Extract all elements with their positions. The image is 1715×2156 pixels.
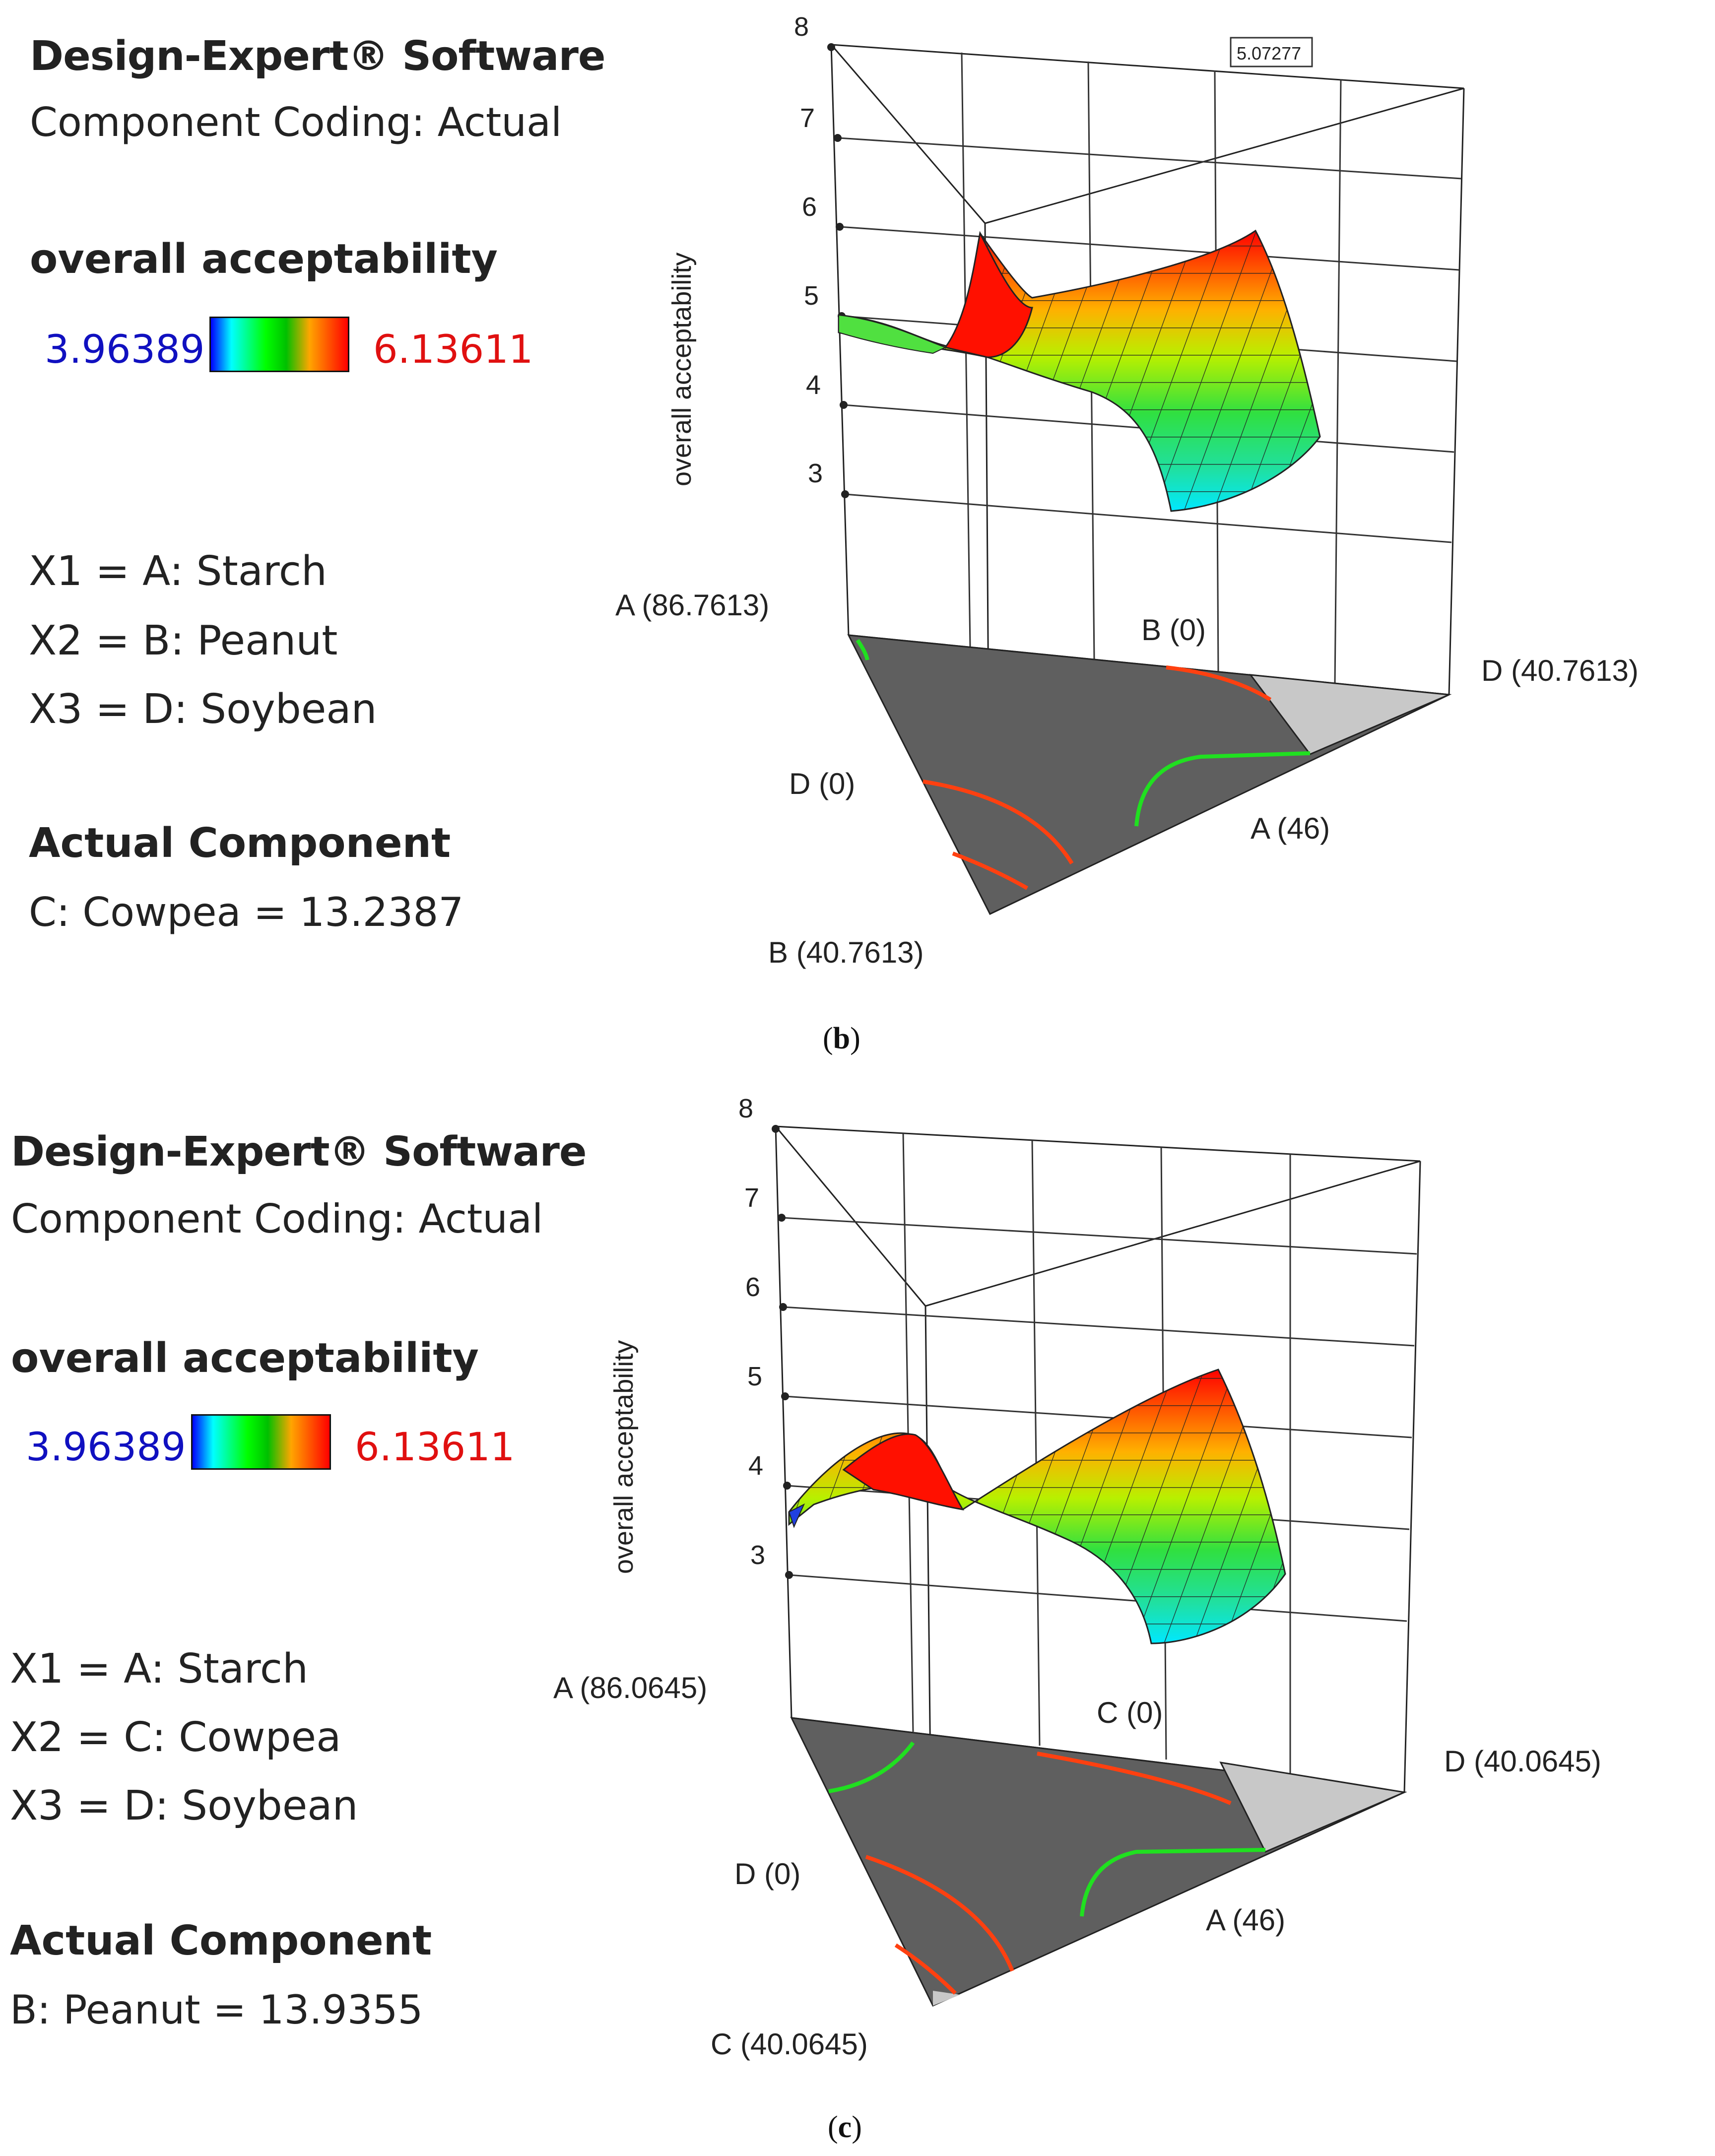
axis-label-a-46: A (46) bbox=[1251, 812, 1330, 845]
component-coding: Component Coding: Actual bbox=[30, 99, 562, 145]
value-tooltip bbox=[1230, 37, 1313, 67]
actual-component-value: C: Cowpea = 13.2387 bbox=[29, 889, 464, 935]
axis-label-a-top: A (86.7613) bbox=[615, 588, 769, 622]
variable-x2: X2 = C: Cowpea bbox=[10, 1714, 341, 1761]
variable-x1: X1 = A: Starch bbox=[29, 548, 327, 595]
z-tick-6: 6 bbox=[802, 192, 817, 222]
z-tick-5: 5 bbox=[747, 1362, 762, 1391]
z-tick-3: 3 bbox=[750, 1540, 765, 1570]
floor-infeasible-region bbox=[1249, 674, 1450, 755]
axis-label-d-right: D (40.0645) bbox=[1444, 1745, 1601, 1778]
color-min-value: 3.96389 bbox=[45, 327, 205, 372]
component-coding: Component Coding: Actual bbox=[11, 1196, 543, 1242]
axis-label-b-bottom: B (40.7613) bbox=[768, 936, 924, 969]
floor-infeasible-region bbox=[1219, 1762, 1407, 1853]
axis-label-d-zero: D (0) bbox=[734, 1857, 800, 1891]
actual-component-value: B: Peanut = 13.9355 bbox=[10, 1987, 423, 2033]
z-axis-label: overall acceptability bbox=[667, 253, 697, 486]
floor-triangle bbox=[847, 634, 1452, 915]
response-surface bbox=[838, 229, 1321, 512]
z-tick-5: 5 bbox=[804, 281, 819, 311]
color-max-value: 6.13611 bbox=[355, 1425, 515, 1470]
axis-label-a-top: A (86.0645) bbox=[553, 1671, 707, 1704]
z-tick-7: 7 bbox=[744, 1183, 759, 1213]
tooltip-value: 5.07277 bbox=[1237, 43, 1301, 64]
variable-x1: X1 = A: Starch bbox=[10, 1645, 308, 1693]
floor-contours bbox=[856, 639, 1311, 890]
software-title: Design-Expert® Software bbox=[11, 1128, 587, 1176]
z-tick-7: 7 bbox=[800, 103, 815, 133]
z-axis-label: overall acceptability bbox=[609, 1340, 639, 1574]
response-name: overall acceptability bbox=[11, 1335, 479, 1382]
response-surface bbox=[788, 1369, 1286, 1644]
response-name: overall acceptability bbox=[30, 236, 498, 283]
floor-contours bbox=[828, 1741, 1266, 1995]
color-max-value: 6.13611 bbox=[373, 327, 533, 372]
actual-component-heading: Actual Component bbox=[10, 1917, 432, 1964]
axis-label-c-bottom: C (40.0645) bbox=[711, 2027, 868, 2061]
z-tick-4: 4 bbox=[748, 1451, 763, 1481]
panel-caption: (c) bbox=[828, 2110, 862, 2144]
variable-x2: X2 = B: Peanut bbox=[29, 617, 338, 664]
floor-corner-region bbox=[933, 1991, 960, 2006]
z-tick-6: 6 bbox=[745, 1272, 760, 1302]
software-title: Design-Expert® Software bbox=[30, 33, 606, 80]
back-grid bbox=[781, 1133, 1417, 1774]
color-scale-bar bbox=[209, 317, 349, 372]
z-tick-8: 8 bbox=[794, 12, 809, 42]
panel-caption: (b) bbox=[823, 1022, 860, 1055]
z-tick-dots bbox=[772, 1125, 793, 1579]
axis-label-c-zero: C (0) bbox=[1097, 1696, 1163, 1729]
z-tick-8: 8 bbox=[738, 1094, 753, 1123]
actual-component-heading: Actual Component bbox=[29, 820, 451, 867]
surface-plot-c: 8 7 6 5 4 3 overall acceptability bbox=[553, 1094, 1601, 2061]
panel-c: Design-Expert® Software Component Coding… bbox=[0, 1078, 1715, 2156]
axis-label-b-zero: B (0) bbox=[1141, 613, 1206, 647]
color-min-value: 3.96389 bbox=[26, 1425, 186, 1470]
color-scale-bar bbox=[191, 1414, 331, 1470]
axis-label-d-zero: D (0) bbox=[789, 767, 855, 800]
axis-label-d-right: D (40.7613) bbox=[1481, 654, 1639, 687]
axis-label-a-46: A (46) bbox=[1206, 1903, 1285, 1937]
surface-plot-b: 8 7 6 5 4 3 overall acceptability 5.0727… bbox=[615, 12, 1639, 969]
z-tick-4: 4 bbox=[806, 370, 821, 400]
panel-b: Design-Expert® Software Component Coding… bbox=[29, 12, 1639, 1055]
variable-x3: X3 = D: Soybean bbox=[10, 1782, 358, 1829]
z-tick-3: 3 bbox=[808, 458, 823, 488]
variable-x3: X3 = D: Soybean bbox=[29, 686, 377, 733]
